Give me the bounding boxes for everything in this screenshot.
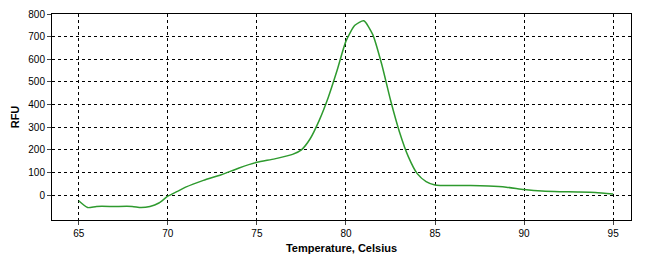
svg-text:200: 200 xyxy=(28,144,45,155)
svg-text:100: 100 xyxy=(28,167,45,178)
svg-text:600: 600 xyxy=(28,54,45,65)
svg-text:65: 65 xyxy=(73,228,85,239)
svg-text:85: 85 xyxy=(429,228,441,239)
svg-text:400: 400 xyxy=(28,99,45,110)
svg-text:Temperature, Celsius: Temperature, Celsius xyxy=(286,242,397,254)
svg-text:500: 500 xyxy=(28,76,45,87)
svg-text:70: 70 xyxy=(162,228,174,239)
svg-text:75: 75 xyxy=(251,228,263,239)
svg-text:800: 800 xyxy=(28,9,45,20)
svg-text:RFU: RFU xyxy=(9,106,21,129)
svg-text:300: 300 xyxy=(28,122,45,133)
svg-text:90: 90 xyxy=(519,228,531,239)
svg-text:80: 80 xyxy=(340,228,352,239)
svg-text:95: 95 xyxy=(608,228,620,239)
svg-text:700: 700 xyxy=(28,31,45,42)
svg-text:0: 0 xyxy=(39,190,45,201)
